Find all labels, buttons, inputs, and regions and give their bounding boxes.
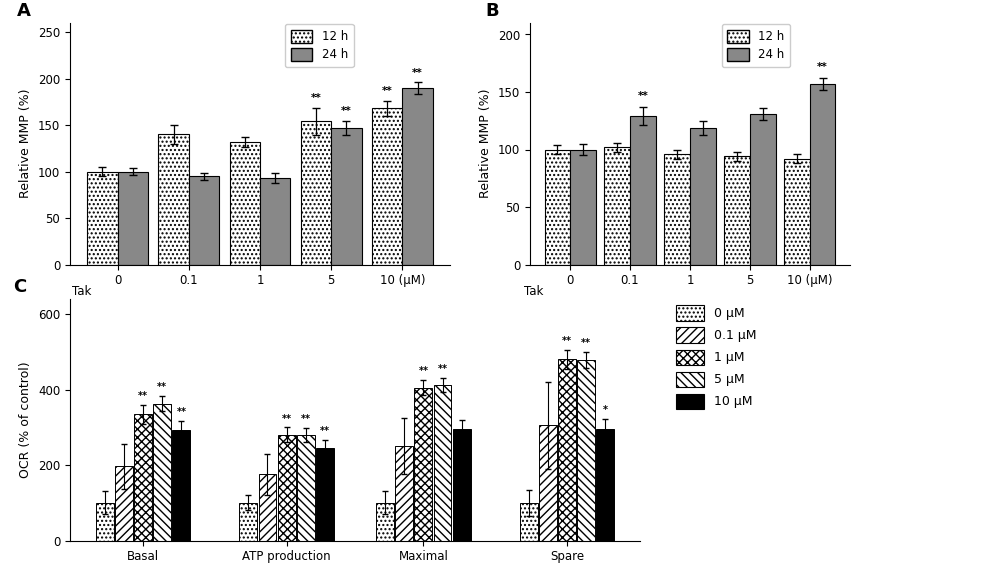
Bar xyxy=(158,135,189,264)
Bar xyxy=(577,360,595,540)
Text: A: A xyxy=(17,2,31,20)
Text: Tak: Tak xyxy=(524,285,544,298)
Bar xyxy=(545,150,570,264)
Bar xyxy=(297,435,315,540)
Bar xyxy=(301,121,331,264)
Bar xyxy=(278,435,296,540)
Text: **: ** xyxy=(282,413,292,424)
Text: *: * xyxy=(603,405,608,415)
Bar xyxy=(630,116,656,264)
Bar xyxy=(153,404,171,540)
Bar xyxy=(784,159,810,264)
Bar xyxy=(115,466,133,540)
Text: **: ** xyxy=(637,91,648,101)
Bar xyxy=(402,88,433,264)
Text: Tak: Tak xyxy=(72,285,91,298)
Bar xyxy=(331,128,362,264)
Bar xyxy=(690,128,716,264)
Text: **: ** xyxy=(438,365,448,374)
Bar xyxy=(570,150,596,264)
Bar xyxy=(664,154,690,264)
Bar xyxy=(376,503,394,540)
Bar xyxy=(259,474,276,540)
Text: **: ** xyxy=(581,338,591,348)
Bar xyxy=(539,426,557,540)
Bar xyxy=(239,503,257,540)
Bar xyxy=(230,142,260,264)
Text: **: ** xyxy=(382,86,393,97)
Bar xyxy=(810,84,835,264)
Bar xyxy=(134,414,152,540)
Y-axis label: Relative MMP (%): Relative MMP (%) xyxy=(479,89,492,198)
Bar xyxy=(414,388,432,540)
Text: **: ** xyxy=(157,382,167,392)
Text: **: ** xyxy=(341,106,352,116)
Bar xyxy=(189,177,219,264)
Text: **: ** xyxy=(418,366,428,377)
Bar xyxy=(558,359,576,540)
Text: **: ** xyxy=(311,93,321,103)
Bar xyxy=(96,503,114,540)
Legend: 12 h, 24 h: 12 h, 24 h xyxy=(722,24,790,67)
Y-axis label: OCR (% of control): OCR (% of control) xyxy=(19,362,32,478)
Bar xyxy=(395,446,413,540)
Bar xyxy=(596,429,614,540)
Text: **: ** xyxy=(320,426,330,436)
Legend: 0 μM, 0.1 μM, 1 μM, 5 μM, 10 μM: 0 μM, 0.1 μM, 1 μM, 5 μM, 10 μM xyxy=(676,305,756,409)
Bar xyxy=(604,147,630,264)
Bar xyxy=(372,109,402,264)
Bar xyxy=(87,171,118,264)
Legend: 12 h, 24 h: 12 h, 24 h xyxy=(285,24,354,67)
Bar xyxy=(260,178,290,264)
Bar xyxy=(316,448,334,540)
Bar xyxy=(118,171,148,264)
Bar xyxy=(520,503,538,540)
Bar xyxy=(172,430,190,540)
Y-axis label: Relative MMP (%): Relative MMP (%) xyxy=(19,89,32,198)
Bar xyxy=(453,429,471,540)
Text: **: ** xyxy=(412,68,423,78)
Text: **: ** xyxy=(562,336,572,346)
Text: **: ** xyxy=(138,391,148,401)
Text: **: ** xyxy=(817,63,828,72)
Bar xyxy=(750,114,776,264)
Text: **: ** xyxy=(301,414,311,424)
Text: B: B xyxy=(485,2,499,20)
Text: C: C xyxy=(13,278,26,296)
Bar xyxy=(724,156,750,264)
Text: **: ** xyxy=(176,407,186,417)
Bar xyxy=(434,385,451,540)
